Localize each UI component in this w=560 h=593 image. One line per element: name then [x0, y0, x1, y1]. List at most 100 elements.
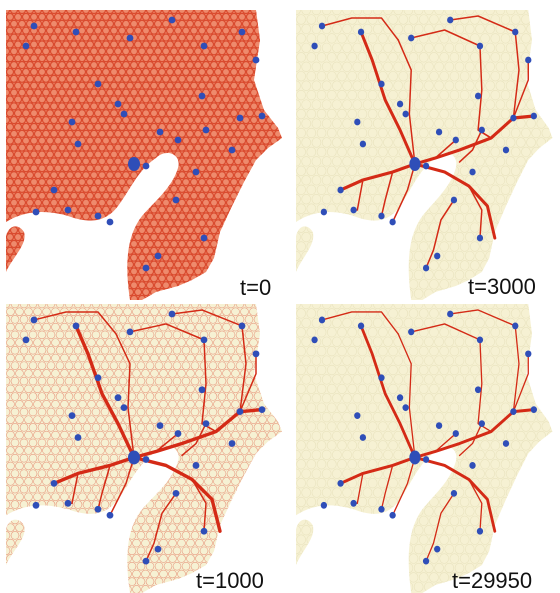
mesh-cell	[231, 353, 240, 363]
mesh-cell	[418, 534, 429, 545]
mesh-cell	[434, 393, 444, 404]
mesh-cell	[470, 346, 480, 357]
mesh-cell	[121, 129, 131, 138]
food-source	[198, 92, 206, 100]
mesh-cell	[172, 315, 182, 324]
mesh-cell	[485, 175, 495, 186]
mesh-cell	[495, 175, 506, 186]
mesh-cell	[181, 407, 191, 417]
mesh-cell	[516, 61, 526, 72]
mesh-cell	[459, 553, 470, 564]
mesh-cell	[89, 47, 99, 56]
mesh-cell	[73, 184, 83, 194]
mesh-cell	[89, 157, 99, 166]
mesh-cell	[249, 19, 259, 28]
mesh-cell	[77, 177, 87, 187]
mesh-cell	[233, 60, 243, 70]
mesh-cell	[372, 430, 383, 442]
mesh-cell	[475, 212, 485, 224]
food-source	[422, 264, 430, 272]
mesh-cell	[332, 468, 342, 479]
mesh-cell	[193, 226, 203, 235]
mesh-cell	[235, 330, 245, 340]
mesh-cell	[85, 67, 95, 77]
mesh-cell	[6, 54, 15, 63]
mesh-cell	[53, 95, 63, 104]
mesh-cell	[181, 376, 191, 386]
mesh-cell	[42, 415, 51, 424]
network-tube	[109, 456, 135, 517]
mesh-cell	[332, 317, 342, 328]
mesh-cell	[429, 346, 439, 357]
panel-t0	[6, 10, 288, 300]
mesh-cell	[393, 156, 403, 167]
mesh-cell	[221, 40, 231, 49]
mesh-cell	[145, 577, 155, 586]
mesh-cell	[418, 327, 429, 338]
mesh-cell	[470, 496, 480, 508]
mesh-cell	[249, 322, 258, 332]
mesh-cell	[6, 361, 11, 370]
mesh-cell	[177, 19, 187, 28]
mesh-cell	[101, 109, 111, 118]
mesh-cell	[169, 74, 179, 83]
mesh-cell	[342, 374, 352, 385]
mesh-cell	[213, 177, 223, 187]
mesh-cell	[165, 191, 175, 200]
mesh-cell	[326, 383, 337, 394]
mesh-cell	[29, 150, 39, 159]
central-food-source	[128, 450, 140, 465]
mesh-cell	[217, 500, 227, 509]
mesh-cell	[169, 33, 179, 42]
mesh-cell	[145, 281, 155, 290]
food-source	[389, 218, 396, 226]
mesh-cell	[6, 40, 15, 49]
mesh-cell	[444, 231, 455, 243]
mesh-cell	[53, 81, 63, 90]
mesh-cell	[342, 118, 352, 129]
mesh-cell	[46, 484, 56, 494]
mesh-cell	[393, 10, 403, 16]
mesh-cell	[378, 52, 388, 63]
mesh-cell	[372, 412, 383, 423]
mesh-cell	[177, 554, 186, 563]
mesh-cell	[352, 194, 363, 205]
mesh-cell	[241, 74, 251, 83]
mesh-cell	[161, 226, 171, 235]
mesh-cell	[301, 304, 311, 310]
network-tube	[468, 478, 483, 532]
mesh-cell	[413, 118, 424, 129]
food-source	[252, 350, 260, 358]
mesh-cell	[60, 384, 69, 394]
mesh-cell	[6, 205, 15, 214]
mesh-cell	[109, 376, 119, 386]
mesh-cell	[149, 26, 159, 35]
mesh-cell	[145, 239, 155, 249]
mesh-cell	[424, 99, 434, 110]
food-source	[408, 34, 415, 42]
mesh-cell	[10, 454, 20, 463]
mesh-cell	[13, 205, 23, 214]
mesh-cell	[117, 40, 127, 49]
mesh-cell	[101, 54, 111, 63]
food-source	[389, 511, 396, 519]
mesh-cell	[424, 412, 434, 423]
mesh-cell	[172, 346, 182, 355]
mesh-cell	[181, 136, 191, 145]
mesh-cell	[127, 376, 137, 386]
mesh-cell	[383, 317, 393, 328]
mesh-cell	[113, 129, 123, 138]
mesh-cell	[161, 60, 171, 70]
mesh-cell	[495, 317, 506, 328]
mesh-cell	[6, 461, 15, 471]
mesh-cell	[57, 170, 67, 180]
mesh-cell	[6, 330, 11, 340]
mesh-cell	[205, 191, 215, 200]
mesh-cell	[413, 137, 424, 148]
food-source	[68, 412, 76, 420]
mesh-cell	[296, 52, 306, 63]
mesh-cell	[64, 392, 74, 401]
mesh-cell	[105, 322, 114, 332]
mesh-cell	[45, 122, 55, 132]
mesh-cell	[193, 198, 203, 207]
